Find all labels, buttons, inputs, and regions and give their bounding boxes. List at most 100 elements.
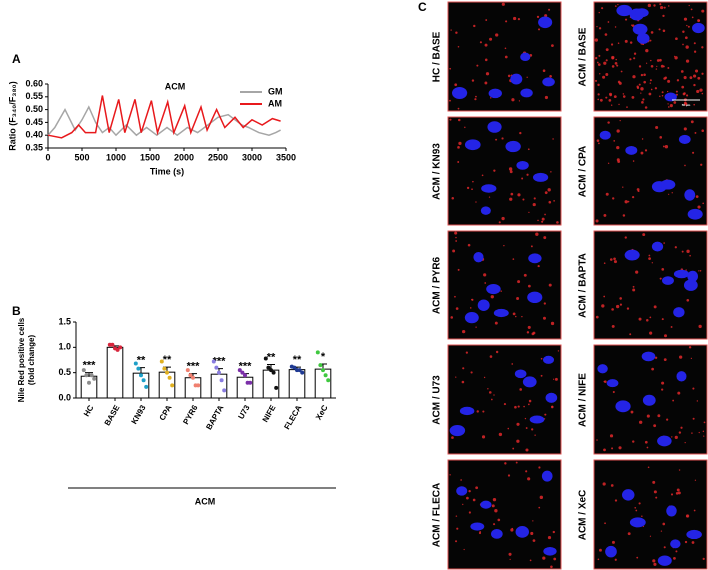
lipid-spot — [552, 138, 554, 140]
data-point — [170, 383, 175, 388]
y-tick-label: 1.5 — [58, 316, 71, 326]
lipid-spot — [508, 552, 512, 556]
lipid-spot — [553, 378, 555, 380]
lipid-spot — [597, 93, 600, 96]
lipid-spot — [633, 52, 637, 55]
lipid-spot — [484, 43, 488, 47]
lipid-spot — [675, 550, 678, 553]
lipid-spot — [653, 562, 657, 566]
lipid-spot — [620, 70, 623, 73]
lipid-spot — [666, 418, 669, 421]
significance: *** — [187, 361, 201, 373]
lipid-spot — [679, 355, 683, 359]
lipid-spot — [619, 119, 621, 122]
nucleus — [470, 522, 485, 531]
lipid-spot — [495, 33, 499, 37]
nucleus — [657, 435, 672, 447]
data-point — [136, 366, 141, 371]
lipid-spot — [618, 81, 622, 85]
lipid-spot — [692, 151, 695, 154]
lipid-spot — [684, 102, 688, 106]
lipid-spot — [490, 97, 492, 99]
lipid-spot — [646, 414, 650, 418]
lipid-spot — [541, 217, 545, 221]
lipid-spot — [674, 435, 678, 439]
lipid-spot — [457, 45, 460, 48]
image-label: ACM / PYR6 — [432, 256, 443, 314]
lipid-spot — [698, 270, 700, 272]
data-point — [87, 380, 91, 385]
lipid-spot — [662, 522, 666, 526]
lipid-spot — [681, 85, 685, 89]
lipid-spot — [629, 41, 633, 44]
lipid-spot — [540, 357, 543, 360]
lipid-spot — [629, 58, 632, 61]
lipid-spot — [605, 96, 608, 99]
lipid-spot — [674, 56, 678, 60]
lipid-spot — [457, 268, 460, 271]
lipid-spot — [597, 558, 600, 561]
lipid-spot — [698, 324, 702, 329]
image-label: ACM / FLECA — [432, 483, 443, 547]
lipid-spot — [538, 506, 541, 509]
lipid-spot — [598, 27, 602, 30]
image-frame — [447, 230, 562, 340]
lipid-spot — [693, 83, 696, 87]
lipid-spot — [449, 67, 452, 70]
lipid-spot — [622, 214, 626, 217]
lipid-spot — [701, 129, 704, 132]
nucleus — [597, 364, 608, 374]
lipid-spot — [640, 151, 644, 155]
nucleus — [505, 140, 521, 153]
lipid-spot — [670, 326, 673, 328]
significance: *** — [239, 361, 253, 373]
lipid-spot — [498, 432, 503, 437]
lipid-spot — [661, 268, 665, 271]
lipid-spot — [548, 200, 552, 204]
lipid-spot — [613, 140, 616, 142]
lipid-spot — [644, 440, 648, 444]
lipid-spot — [475, 486, 479, 490]
lipid-spot — [677, 391, 681, 395]
lipid-spot — [494, 509, 498, 513]
lipid-spot — [691, 16, 694, 19]
lipid-spot — [501, 2, 505, 6]
nucleus — [687, 208, 703, 220]
lipid-spot — [653, 4, 656, 7]
nucleus — [477, 299, 490, 311]
image-label: ACM / KN93 — [432, 143, 443, 200]
lipid-spot — [696, 89, 700, 94]
lipid-spot — [661, 95, 664, 97]
lipid-spot — [549, 74, 552, 78]
lipid-spot — [640, 87, 644, 91]
lipid-spot — [702, 557, 705, 560]
lipid-spot — [519, 388, 522, 391]
lipid-spot — [661, 91, 664, 94]
lipid-spot — [662, 145, 665, 148]
lipid-spot — [660, 5, 664, 10]
nucleus — [543, 546, 557, 556]
lipid-spot — [683, 17, 688, 21]
lipid-spot — [498, 221, 501, 224]
lipid-spot — [634, 506, 637, 509]
data-point — [115, 347, 120, 352]
lipid-spot — [692, 417, 695, 420]
lipid-spot — [596, 61, 599, 64]
nucleus — [516, 160, 529, 170]
lipid-spot — [609, 258, 613, 261]
lipid-spot — [532, 202, 536, 207]
lipid-spot — [527, 477, 531, 481]
image-label: ACM / CPA — [578, 146, 589, 197]
significance: ** — [137, 355, 146, 367]
lipid-spot — [557, 350, 560, 352]
nucleus — [480, 206, 491, 215]
lipid-spot — [649, 79, 652, 82]
nucleus — [615, 400, 631, 413]
nucleus — [642, 394, 656, 406]
lipid-spot — [681, 250, 684, 253]
lipid-spot — [677, 491, 681, 495]
nucleus — [486, 284, 501, 295]
lipid-spot — [493, 523, 496, 526]
data-point — [191, 375, 195, 380]
data-point — [185, 368, 190, 373]
